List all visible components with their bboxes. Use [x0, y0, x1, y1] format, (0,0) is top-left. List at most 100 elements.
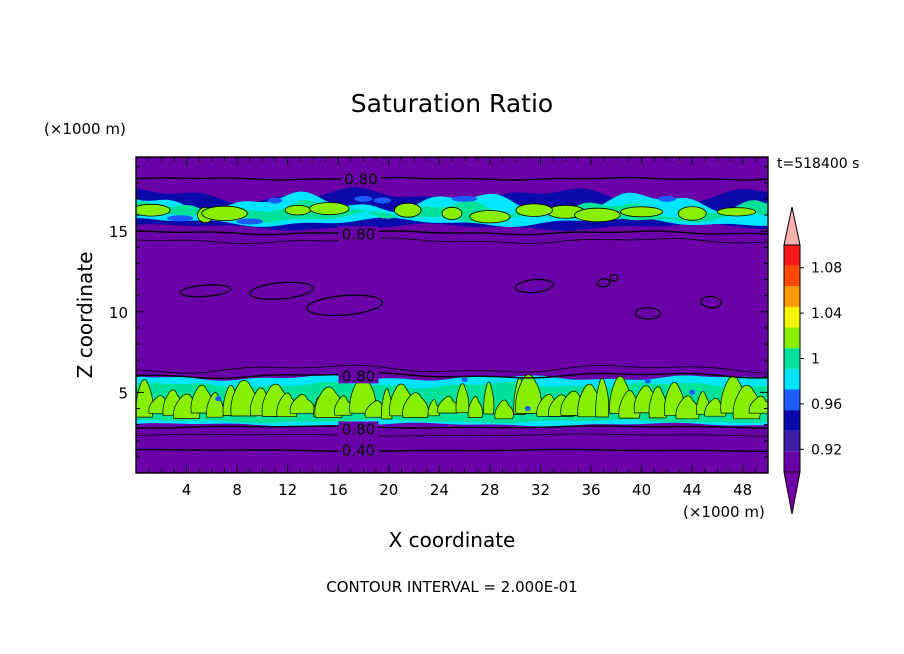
colorbar-segment: [784, 430, 800, 452]
x-tick-label: 20: [379, 481, 398, 499]
contour-closed-loop: [514, 278, 554, 294]
x-axis-ticks: 4 8 12 16 20 24 28 32 36 40 44 48: [148, 157, 756, 499]
lower-blue-speck: [524, 406, 531, 411]
x-axis-unit: (×1000 m): [683, 503, 765, 521]
contour-line-bottom: [136, 448, 768, 453]
upper-green-patch: [716, 207, 757, 217]
upper-green-patch: [574, 207, 621, 223]
lower-green-plume: [483, 381, 495, 415]
contour-closed-loop: [179, 284, 232, 298]
lower-blue-speck: [689, 389, 696, 395]
lower-green-plume: [748, 395, 768, 414]
contour-label-bg: [341, 171, 381, 187]
lower-green-plume: [467, 396, 483, 418]
contour-closed-loop: [609, 274, 619, 282]
lower-blue-speck: [644, 378, 651, 384]
time-label: t=518400 s: [777, 156, 859, 172]
lower-green-plume: [595, 378, 610, 418]
x-tick-label: 32: [531, 481, 550, 499]
colorbar-segment: [784, 348, 800, 369]
upper-blue-patch: [267, 197, 283, 204]
y-axis-label: Z coordinate: [73, 252, 97, 379]
upper-blue-patch: [658, 195, 676, 202]
contour-label: 0.80: [342, 225, 375, 243]
lower-green-plume: [515, 374, 542, 414]
upper-green-patch: [515, 203, 553, 217]
upper-green-patch: [620, 206, 664, 218]
upper-blue-patch: [451, 195, 478, 202]
x-tick-label: 28: [480, 481, 499, 499]
upper-green-patch: [201, 205, 248, 221]
y-tick-label: 5: [118, 384, 128, 402]
y-tick-label: 15: [109, 223, 128, 241]
colorbar: 0.92 0.96 1 1.04 1.08: [783, 206, 842, 515]
contour-label: 0.80: [342, 367, 375, 385]
upper-blue-patch: [166, 215, 194, 222]
contour-closed-loop: [306, 294, 383, 317]
x-tick-label: 12: [278, 481, 297, 499]
plot-area: [136, 157, 768, 473]
colorbar-segment: [784, 265, 800, 287]
contour-closed-loop: [596, 278, 611, 288]
colorbar-segment: [784, 286, 800, 307]
upper-blue-patch: [354, 195, 373, 202]
colorbar-segment: [784, 327, 800, 349]
contour-fills: [136, 187, 768, 427]
x-tick-label: 44: [683, 481, 702, 499]
contour-line-upper-bottom-2: [136, 237, 768, 245]
colorbar-under-triangle: [783, 471, 801, 515]
upper-green-patch: [441, 206, 463, 220]
contour-label-bg: [338, 442, 379, 458]
colorbar-segment: [784, 389, 800, 411]
upper-green-patch: [136, 203, 171, 217]
x-tick-label: 4: [182, 481, 192, 499]
x-tick-label: 16: [329, 481, 348, 499]
lower-green-plume: [455, 383, 470, 414]
upper-green-patch: [309, 202, 350, 216]
contour-closed-loop: [700, 295, 722, 309]
contour-line-lower-top: [136, 371, 768, 379]
colorbar-tick-label: 0.92: [811, 442, 842, 458]
colorbar-tick-label: 1.04: [811, 306, 842, 322]
colorbar-tick-label: 1.08: [811, 261, 842, 277]
upper-green-patch: [394, 202, 422, 218]
upper-green-patch: [284, 204, 311, 216]
x-tick-label: 24: [430, 481, 449, 499]
contour-label-bg: [338, 226, 379, 242]
colorbar-segment: [784, 306, 800, 328]
upper-blue-patch: [373, 197, 392, 204]
contour-label: 0.80: [342, 421, 375, 439]
upper-green-patch: [469, 210, 511, 224]
contour-interval-note: CONTOUR INTERVAL = 2.000E-01: [326, 578, 577, 596]
contour-closed-loop: [634, 307, 662, 320]
x-tick-label: 36: [581, 481, 600, 499]
y-tick-label: 10: [109, 304, 128, 322]
y-axis-unit: (×1000 m): [44, 120, 126, 138]
y-axis-ticks: 5 10 15: [109, 166, 768, 458]
colorbar-segment: [784, 368, 800, 390]
contour-line-lower-top-2: [136, 364, 768, 374]
contour-label-bg: [338, 421, 379, 437]
contour-line-lower-bottom: [136, 425, 768, 429]
colorbar-segment: [784, 410, 800, 431]
colorbar-over-triangle: [783, 206, 801, 246]
x-tick-label: 40: [632, 481, 651, 499]
contour-lines: [136, 176, 768, 453]
colorbar-segment: [784, 245, 800, 266]
colorbar-tick-label: 1: [811, 352, 820, 368]
contour-line-upper-top: [136, 176, 768, 181]
x-tick-label: 8: [232, 481, 242, 499]
contour-label-bg: [338, 368, 379, 384]
contour-line-upper-bottom: [136, 230, 768, 236]
colorbar-segment: [784, 451, 800, 473]
x-tick-label: 48: [733, 481, 752, 499]
x-axis-label: X coordinate: [389, 528, 516, 552]
contour-labels: 0.80 0.80 0.80 0.80 0.40: [338, 171, 381, 459]
lower-green-plume: [494, 399, 514, 420]
colorbar-tick-label: 0.96: [811, 397, 842, 413]
contour-closed-loop: [249, 281, 314, 300]
lower-blue-speck: [461, 377, 468, 382]
chart-title: Saturation Ratio: [351, 89, 553, 118]
upper-blue-patch: [236, 218, 264, 225]
